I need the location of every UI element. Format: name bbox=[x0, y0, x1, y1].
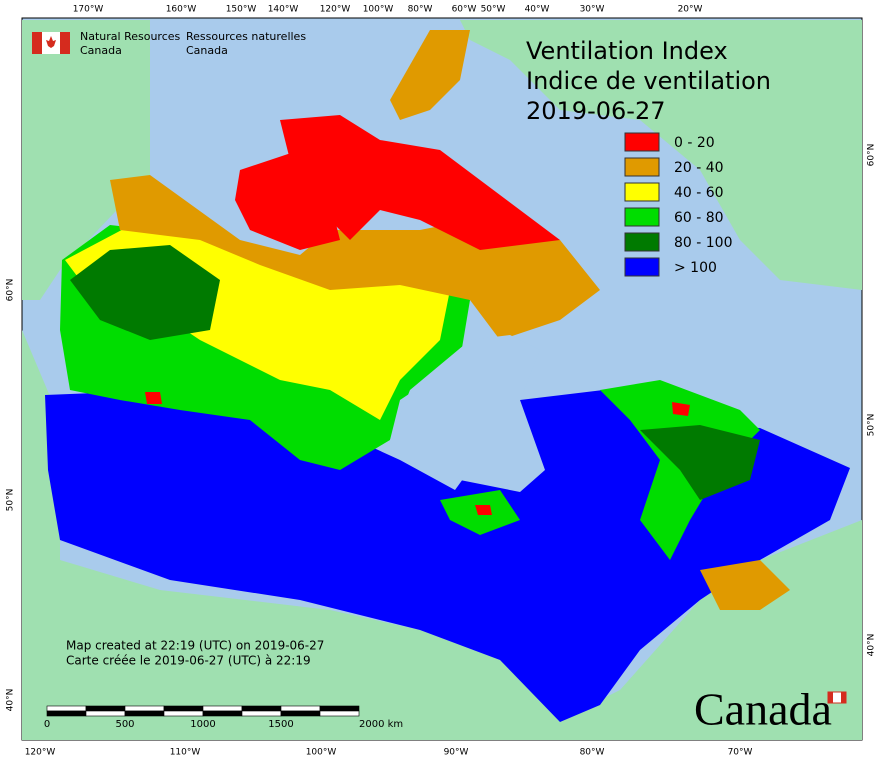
legend-swatch bbox=[624, 257, 660, 277]
title-date: 2019-06-27 bbox=[526, 97, 665, 125]
scale-segment bbox=[319, 705, 360, 712]
longitude-label: 150°W bbox=[226, 5, 257, 15]
scale-label: 0 bbox=[44, 719, 50, 730]
flag bbox=[32, 32, 42, 54]
legend-swatch bbox=[624, 207, 660, 227]
longitude-label: 80°W bbox=[580, 748, 605, 758]
scale-segment bbox=[280, 710, 321, 717]
legend-swatch bbox=[624, 182, 660, 202]
scale-segment bbox=[46, 705, 87, 712]
longitude-label: 160°W bbox=[166, 5, 197, 15]
legend-label: 80 - 100 bbox=[674, 235, 733, 251]
longitude-label: 80°W bbox=[408, 5, 433, 15]
scale-segment bbox=[319, 710, 360, 717]
graticule: 170°W 160°W 150°W 140°W 120°W 100°W 80°W 60°W 50… bbox=[6, 5, 877, 758]
canada bbox=[45, 30, 850, 722]
scale-label: 500 bbox=[115, 719, 134, 730]
flag bbox=[46, 36, 56, 48]
latitude-label: 50°N bbox=[867, 414, 877, 437]
longitude-label: 90°W bbox=[444, 748, 469, 758]
latitude-label: 60°N bbox=[6, 279, 16, 302]
scale-segment bbox=[124, 705, 165, 712]
scale-segment bbox=[163, 710, 204, 717]
scale-label: 1500 bbox=[268, 719, 293, 730]
hudson-bay bbox=[390, 335, 545, 492]
index-zone bbox=[672, 402, 690, 416]
scale-segment bbox=[202, 705, 243, 712]
longitude-label: 140°W bbox=[268, 5, 299, 15]
longitude-label: 100°W bbox=[306, 748, 337, 758]
scale-segment bbox=[46, 710, 87, 717]
longitude-label: 120°W bbox=[25, 748, 56, 758]
scale-segment bbox=[202, 710, 243, 717]
legend-label: 40 - 60 bbox=[674, 185, 724, 201]
legend-swatch bbox=[624, 157, 660, 177]
index-zone bbox=[145, 392, 162, 404]
credit: Map created at 22:19 (UTC) on 2019-06-27 bbox=[66, 639, 324, 653]
legend-swatch bbox=[624, 132, 660, 152]
longitude-label: 20°W bbox=[678, 5, 703, 15]
latitude-label: 40°N bbox=[6, 689, 16, 712]
legend-label: 20 - 40 bbox=[674, 160, 724, 176]
latitude-label: 60°N bbox=[867, 144, 877, 167]
wordmark: Canada bbox=[694, 684, 847, 735]
agency-en: Natural Resources bbox=[80, 30, 181, 43]
longitude-label: 60°W bbox=[452, 5, 477, 15]
longitude-label: 70°W bbox=[728, 748, 753, 758]
legend-label: > 100 bbox=[674, 260, 717, 276]
flag bbox=[828, 692, 833, 703]
country-fr: Canada bbox=[186, 44, 228, 57]
longitude-label: 50°W bbox=[481, 5, 506, 15]
index-zone bbox=[45, 388, 850, 722]
scale-label: 1000 bbox=[190, 719, 215, 730]
scale-segment bbox=[85, 705, 126, 712]
scale-segment bbox=[124, 710, 165, 717]
scale-bar: 0 500 1000 1500 2000 km bbox=[44, 705, 403, 730]
credit: Carte créée le 2019-06-27 (UTC) à 22:19 bbox=[66, 654, 311, 668]
country-en: Canada bbox=[80, 44, 122, 57]
scale-segment bbox=[85, 710, 126, 717]
scale-segment bbox=[280, 705, 321, 712]
index-zone bbox=[390, 30, 470, 120]
title: Indice de ventilation bbox=[526, 67, 771, 95]
longitude-label: 30°W bbox=[580, 5, 605, 15]
index-zone bbox=[640, 425, 760, 500]
longitude-label: 110°W bbox=[170, 748, 201, 758]
greenland bbox=[460, 20, 862, 290]
longitude-label: 40°W bbox=[525, 5, 550, 15]
longitude-label: 170°W bbox=[73, 5, 104, 15]
index-zone bbox=[70, 245, 220, 340]
united-states bbox=[22, 330, 862, 740]
index-zone bbox=[475, 505, 492, 515]
wordmark-text: Canada bbox=[694, 684, 832, 735]
index-zone bbox=[700, 560, 790, 610]
latitude-label: 40°N bbox=[867, 634, 877, 657]
legend-label: 0 - 20 bbox=[674, 135, 715, 151]
latitude-label: 50°N bbox=[6, 489, 16, 512]
title: Ventilation Index bbox=[526, 37, 728, 65]
legend-label: 60 - 80 bbox=[674, 210, 724, 226]
scale-segment bbox=[241, 710, 282, 717]
legend: 0 - 20 20 - 40 40 - 60 60 - 80 80 - 100 > 100 bbox=[624, 132, 733, 277]
agency-fr: Ressources naturelles bbox=[186, 30, 306, 43]
index-zone bbox=[110, 175, 600, 340]
alaska bbox=[22, 20, 150, 300]
header: Natural Resources Canada Ressources natu… bbox=[32, 30, 306, 57]
longitude-label: 100°W bbox=[363, 5, 394, 15]
scale-segment bbox=[241, 705, 282, 712]
scale-label: 2000 km bbox=[359, 719, 403, 730]
flag bbox=[841, 692, 846, 703]
legend-swatch bbox=[624, 232, 660, 252]
index-zone bbox=[280, 115, 560, 250]
land bbox=[22, 20, 862, 740]
scale-segment bbox=[163, 705, 204, 712]
longitude-label: 120°W bbox=[320, 5, 351, 15]
flag bbox=[60, 32, 70, 54]
